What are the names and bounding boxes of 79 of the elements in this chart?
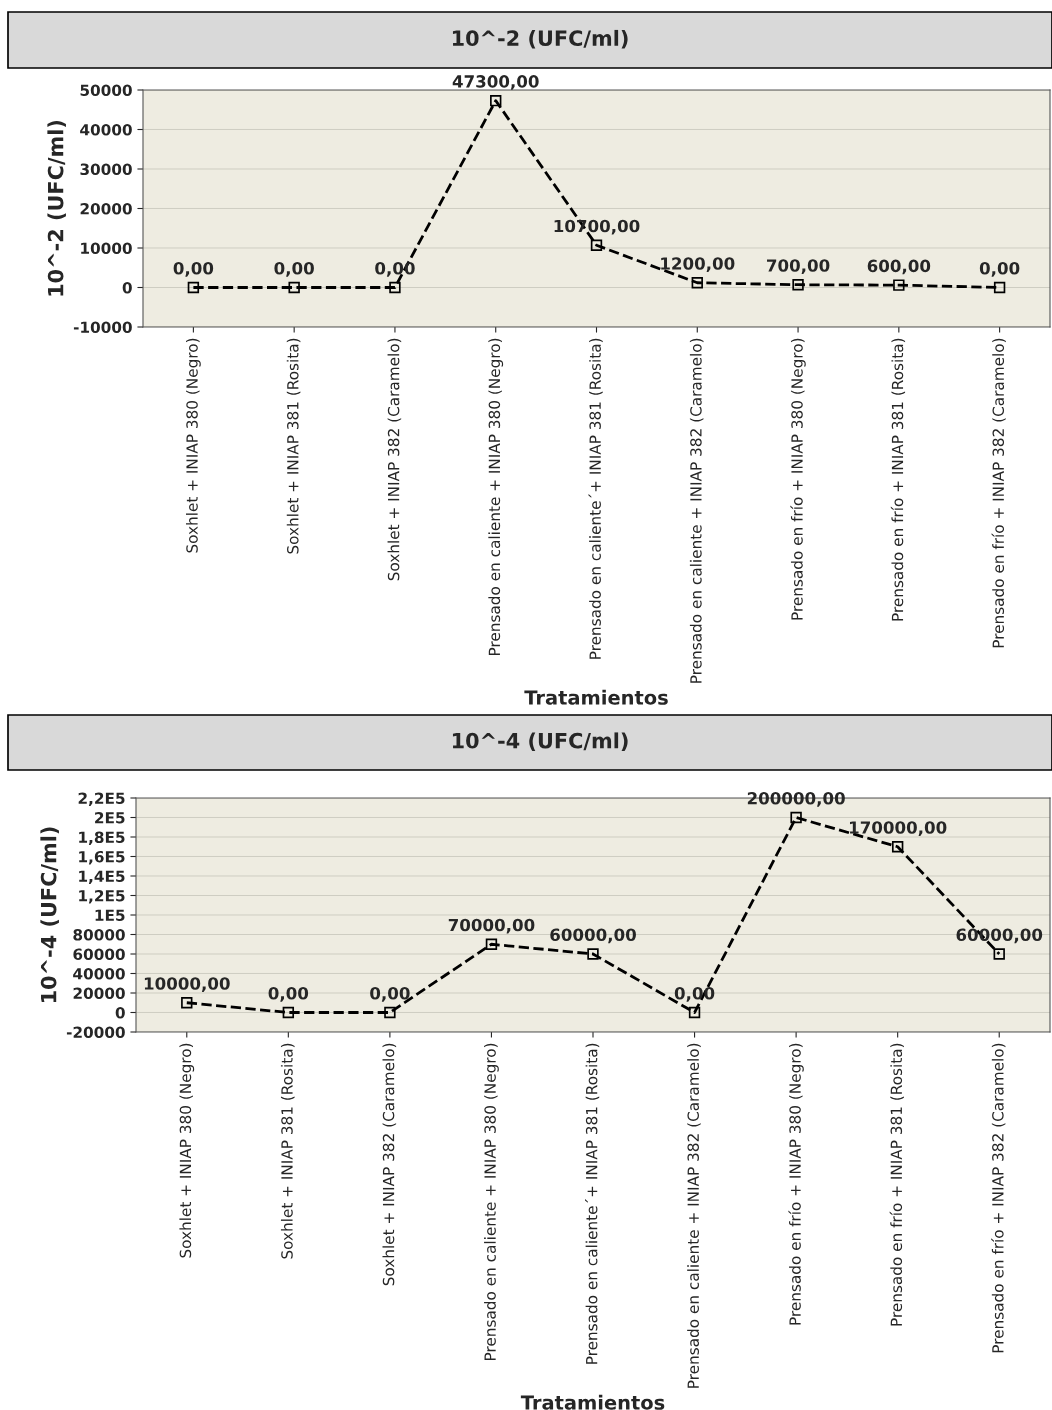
point — [893, 279, 905, 291]
x-axis-title: Tratamientos — [524, 689, 668, 705]
x-axis-title: Tratamientos — [520, 1394, 665, 1410]
data-label: 1200,00 — [661, 257, 735, 272]
x-tick-label: Soxhlet + INIAP 381 (Rosita) — [280, 1043, 295, 1259]
data-label: 47300,00 — [452, 75, 539, 90]
x-tick-label: Soxhlet + INIAP 382 (Caramelo) — [382, 1043, 397, 1286]
point — [187, 281, 200, 294]
y-tick-label: 2,2E5 — [78, 792, 125, 806]
data-label: 700,00 — [767, 259, 830, 274]
y-tick-label: -10000 — [73, 321, 132, 334]
data-label: 70000,00 — [448, 918, 535, 934]
point — [590, 239, 603, 251]
point — [384, 1006, 396, 1019]
x-tick-label: Prensado en frío + INIAP 382 (Caramelo) — [991, 1043, 1006, 1353]
x-tick-label: Prensado en caliente´+ INIAP 381 (Rosita) — [588, 338, 603, 659]
x-tick-label: Prensado en frío + INIAP 380 (Negro) — [788, 1043, 804, 1325]
x-tick-label: Prensado en caliente + INIAP 382 (Caramelo) — [689, 338, 704, 683]
point — [891, 841, 904, 853]
y-tick-label: 1,4E5 — [79, 870, 125, 884]
point — [288, 281, 300, 294]
x-tick-label: Soxhlet + INIAP 380 (Negro) — [179, 1043, 195, 1258]
y-tick-label: 60000 — [73, 948, 125, 961]
y-tick-label: 1,2E5 — [79, 889, 125, 904]
data-label: 0,00 — [979, 261, 1020, 277]
y-tick-label: 1,8E5 — [79, 831, 125, 845]
y-tick-label: 20000 — [73, 987, 125, 1000]
x-tick-label: Prensado en frío + INIAP 380 (Negro) — [790, 338, 806, 620]
chart-title: 10^-4 (UFC/ml) — [452, 732, 628, 751]
point — [587, 948, 599, 960]
data-label: 10000,00 — [144, 977, 230, 992]
x-tick-label: Prensado en caliente + INIAP 380 (Negro) — [488, 338, 504, 655]
data-label: 0,00 — [375, 261, 415, 277]
point — [790, 811, 802, 824]
y-tick-label: 2E5 — [95, 811, 125, 824]
point — [490, 94, 502, 107]
point — [181, 997, 193, 1009]
x-tick-label: Prensado en frío + INIAP 381 (Rosita) — [889, 1043, 904, 1326]
y-axis-title: 10^-2 (UFC/ml) — [47, 120, 66, 296]
data-label: 60000,00 — [550, 928, 636, 944]
data-label: 60000,00 — [956, 928, 1043, 944]
x-tick-label: Prensado en caliente´+ INIAP 381 (Rosita) — [585, 1043, 600, 1364]
data-label: 200000,00 — [747, 791, 845, 807]
data-label: 10700,00 — [554, 219, 640, 235]
y-tick-label: 40000 — [73, 967, 125, 980]
point — [282, 1006, 295, 1019]
x-tick-label: Prensado en frío + INIAP 381 (Rosita) — [890, 338, 906, 621]
y-tick-label: 1E5 — [95, 909, 125, 922]
y-tick-label: 20000 — [80, 202, 132, 215]
y-tick-label: 30000 — [80, 163, 132, 176]
data-label: 0,00 — [274, 261, 314, 277]
point — [993, 281, 1006, 294]
y-tick-label: 10000 — [81, 242, 132, 255]
point — [485, 938, 498, 950]
data-label: 0,00 — [173, 261, 214, 277]
data-label: 0,00 — [370, 986, 410, 1002]
y-tick-label: 80000 — [73, 928, 125, 941]
x-tick-label: Prensado en caliente + INIAP 382 (Caramelo) — [687, 1043, 701, 1388]
y-tick-label: 40000 — [80, 123, 132, 136]
point — [389, 281, 401, 294]
point — [792, 279, 804, 291]
chart-title: 10^-2 (UFC/ml) — [452, 29, 628, 49]
y-tick-label: 1,6E5 — [79, 850, 125, 865]
y-axis-title: 10^-4 (UFC/ml) — [40, 827, 59, 1003]
y-tick-label: 0 — [122, 281, 132, 294]
x-tick-label: Prensado en frío + INIAP 382 (Caramelo) — [991, 338, 1006, 648]
data-label: 0,00 — [268, 986, 309, 1002]
point — [993, 948, 1005, 960]
x-tick-label: Soxhlet + INIAP 382 (Caramelo) — [387, 338, 402, 581]
y-tick-label: 50000 — [80, 84, 132, 97]
data-label: 600,00 — [867, 259, 931, 275]
y-tick-label: 0 — [115, 1006, 125, 1019]
point — [688, 1006, 701, 1019]
x-tick-label: Soxhlet + INIAP 380 (Negro) — [186, 338, 201, 553]
data-label: 170000,00 — [850, 821, 947, 836]
point — [691, 277, 703, 289]
x-tick-label: Prensado en caliente + INIAP 380 (Negro) — [484, 1043, 499, 1360]
x-tick-label: Soxhlet + INIAP 381 (Rosita) — [286, 338, 301, 554]
y-tick-label: -20000 — [66, 1026, 125, 1039]
